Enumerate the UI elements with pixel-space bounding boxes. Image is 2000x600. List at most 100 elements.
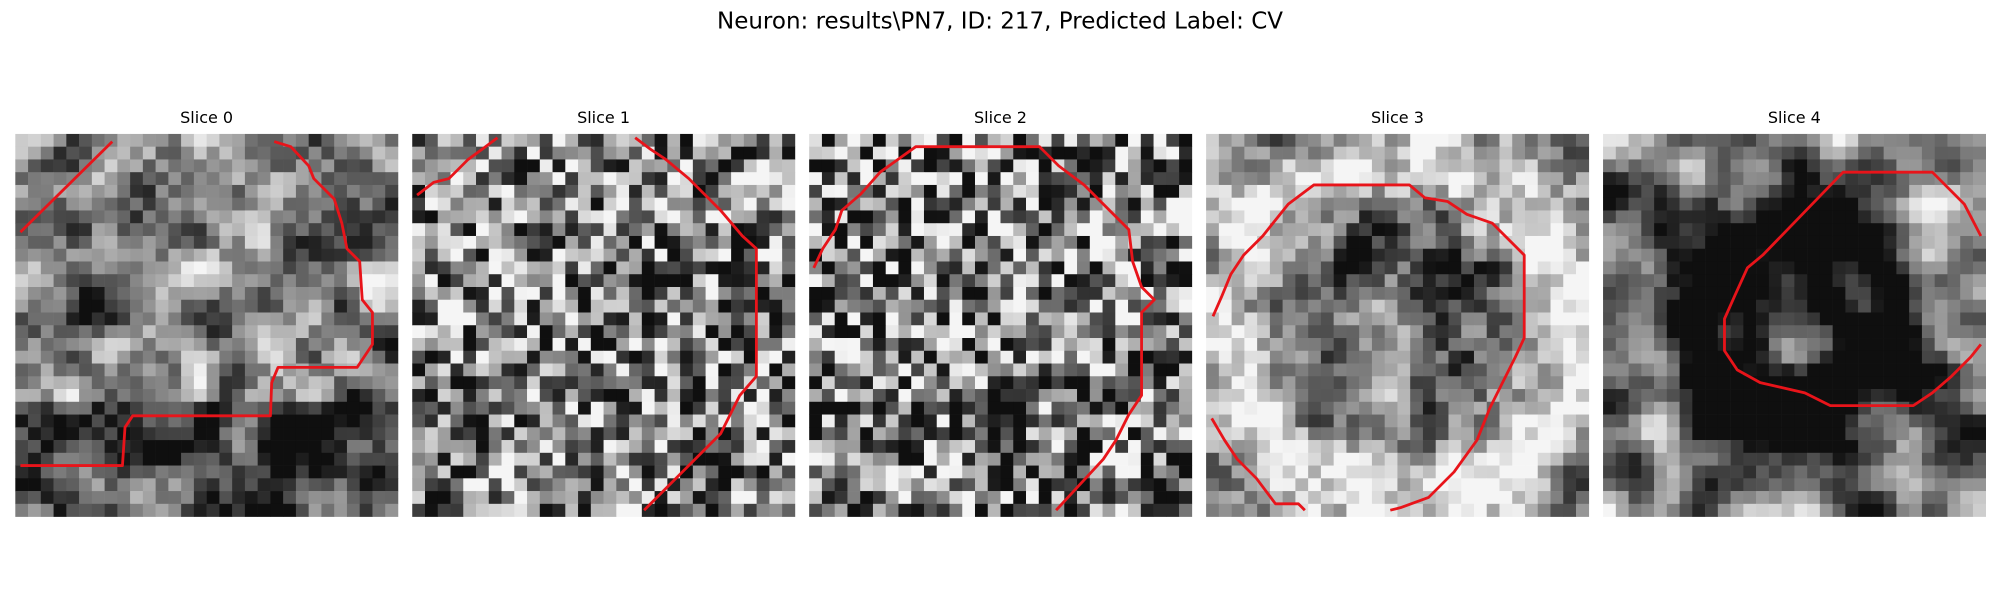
pixel: [641, 401, 655, 415]
pixel: [936, 299, 950, 313]
pixel: [1397, 491, 1411, 505]
pixel: [168, 197, 182, 211]
pixel: [193, 478, 207, 492]
pixel: [911, 248, 925, 262]
pixel: [578, 389, 592, 403]
pixel: [1794, 440, 1808, 454]
pixel: [15, 452, 29, 466]
pixel: [1051, 299, 1065, 313]
pixel: [1537, 248, 1551, 262]
pixel: [1000, 286, 1014, 301]
pixel: [1858, 325, 1872, 339]
pixel: [1282, 184, 1296, 199]
pixel: [1807, 159, 1821, 173]
pixel: [1140, 248, 1154, 262]
pixel: [66, 414, 80, 428]
pixel: [1896, 325, 1910, 339]
pixel: [769, 159, 783, 173]
pixel: [847, 223, 861, 237]
pixel: [1218, 159, 1232, 173]
pixel: [28, 184, 42, 199]
pixel: [1550, 478, 1564, 492]
pixel: [66, 210, 80, 224]
pixel: [962, 465, 976, 479]
pixel: [501, 235, 515, 250]
pixel: [1359, 223, 1373, 237]
pixel: [743, 478, 757, 492]
pixel: [412, 389, 426, 403]
pixel: [923, 261, 938, 275]
pixel: [1346, 248, 1360, 262]
pixel: [1679, 197, 1693, 211]
pixel: [1320, 223, 1334, 237]
pixel: [450, 248, 464, 262]
pixel: [437, 452, 451, 466]
pixel: [437, 312, 451, 326]
pixel: [1666, 478, 1680, 492]
pixel: [488, 184, 502, 199]
pixel: [1883, 210, 1897, 224]
pixel: [1422, 338, 1437, 352]
pixel: [1295, 146, 1309, 160]
pixel: [1819, 338, 1833, 352]
pixel: [270, 210, 284, 224]
pixel: [168, 350, 182, 364]
pixel: [1743, 172, 1757, 186]
pixel: [1870, 389, 1884, 403]
pixel: [1641, 235, 1655, 250]
pixel: [270, 223, 284, 237]
pixel: [962, 478, 976, 492]
pixel: [1473, 363, 1488, 377]
pixel: [28, 491, 42, 505]
pixel: [756, 427, 770, 441]
pixel: [756, 440, 770, 454]
pixel: [1077, 286, 1091, 301]
pixel: [91, 325, 105, 339]
pixel: [1320, 363, 1334, 377]
pixel: [501, 172, 515, 186]
pixel: [1308, 312, 1322, 326]
pixel: [782, 325, 796, 339]
pixel: [334, 286, 348, 301]
pixel: [193, 376, 207, 390]
pixel: [1499, 312, 1513, 326]
pixel: [79, 350, 93, 364]
pixel: [1947, 172, 1961, 186]
pixel: [1743, 184, 1757, 199]
pixel: [1743, 286, 1757, 301]
pixel: [1512, 440, 1526, 454]
pixel: [1845, 261, 1859, 275]
pixel: [437, 491, 451, 505]
pixel: [1282, 452, 1296, 466]
pixel: [425, 363, 439, 377]
pixel: [1320, 184, 1334, 199]
pixel: [1359, 274, 1373, 288]
pixel: [705, 338, 719, 352]
pixel: [321, 376, 335, 390]
pixel: [257, 452, 271, 466]
pixel: [1743, 503, 1757, 517]
pixel: [1051, 133, 1065, 147]
pixel: [1102, 299, 1116, 313]
pixel: [514, 440, 528, 454]
pixel: [130, 325, 144, 339]
pixel: [244, 389, 258, 403]
pixel: [654, 440, 668, 454]
pixel: [1641, 376, 1655, 390]
pixel: [1140, 503, 1154, 517]
pixel: [1615, 491, 1629, 505]
pixel: [1064, 235, 1078, 250]
pixel: [1166, 440, 1180, 454]
pixel: [1524, 210, 1539, 224]
pixel: [603, 133, 617, 147]
pixel: [782, 478, 796, 492]
pixel: [1781, 338, 1795, 352]
pixel: [1166, 503, 1180, 517]
pixel: [834, 401, 848, 415]
pixel: [219, 338, 233, 352]
pixel: [756, 159, 770, 173]
pixel: [1832, 184, 1846, 199]
pixel: [1218, 338, 1232, 352]
pixel: [923, 363, 938, 377]
pixel: [1461, 478, 1475, 492]
